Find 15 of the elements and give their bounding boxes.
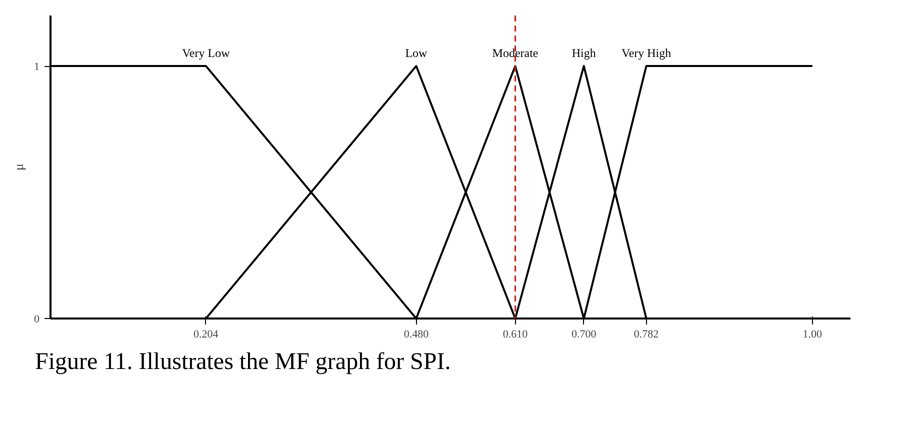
series-label: Very Low (182, 46, 230, 60)
series-label: Low (405, 46, 428, 60)
x-tick-label: 0.700 (571, 328, 597, 340)
x-tick-label: 0.204 (194, 328, 219, 340)
y-axis-title: μ (11, 163, 26, 170)
x-tick-label: 0.782 (634, 328, 659, 340)
x-tick-label: 0.480 (404, 328, 430, 340)
y-tick-label: 0 (34, 314, 40, 326)
x-tick-label: 1.00 (802, 328, 823, 340)
x-tick-label: 0.610 (502, 328, 528, 340)
caption: Figure 11. Illustrates the MF graph for SPI. (35, 348, 451, 377)
y-tick-label: 1 (34, 61, 40, 73)
series-label: Very High (621, 46, 672, 60)
series-label: Moderate (492, 46, 538, 60)
series-label: High (572, 46, 596, 60)
